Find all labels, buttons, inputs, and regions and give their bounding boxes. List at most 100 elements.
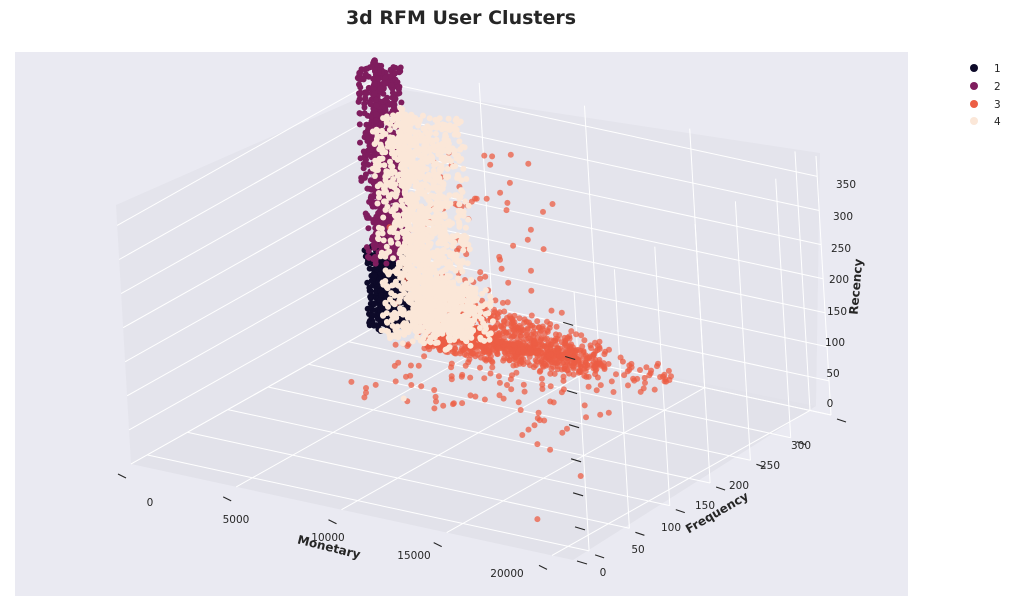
scatter-point-cluster-4	[456, 212, 463, 219]
scatter-point-cluster-4	[411, 313, 418, 320]
tick-mark	[328, 519, 337, 525]
legend-marker	[970, 64, 978, 72]
scatter-point-cluster-3	[569, 344, 576, 351]
scatter-point-cluster-4	[375, 224, 382, 231]
scatter-point-cluster-3	[596, 338, 603, 345]
scatter-point-cluster-3	[625, 382, 631, 389]
scatter-point-cluster-2	[364, 253, 371, 260]
scatter-point-cluster-3	[481, 396, 488, 403]
scatter-point-cluster-4	[451, 233, 458, 240]
scatter-point-cluster-4	[413, 324, 420, 330]
scatter-point-cluster-4	[430, 331, 437, 338]
scatter-point-cluster-3	[487, 370, 494, 377]
scatter-point-cluster-4	[449, 313, 456, 320]
scatter-point-cluster-3	[641, 374, 648, 381]
scatter-point-cluster-2	[370, 85, 377, 92]
tick-mark	[715, 486, 726, 491]
scatter-point-cluster-4	[406, 291, 413, 298]
scatter-point-cluster-3	[448, 373, 455, 380]
scatter-point-cluster-4	[408, 300, 415, 307]
scatter-point-cluster-4	[399, 323, 406, 330]
scatter-point-cluster-3	[547, 370, 554, 377]
scatter-point-cluster-3	[573, 331, 580, 338]
scatter-point-cluster-4	[463, 338, 470, 345]
scatter-point-cluster-4	[439, 291, 446, 298]
grid-line	[118, 114, 378, 260]
scatter-point-cluster-4	[432, 297, 439, 304]
tick-mark	[538, 564, 548, 570]
scatter-point-cluster-4	[398, 182, 405, 189]
scatter-point-cluster-2	[358, 177, 365, 184]
scatter-point-cluster-4	[423, 244, 430, 250]
scatter-point-cluster-3	[513, 369, 520, 376]
scatter-point-cluster-3	[407, 362, 414, 369]
scatter-point-cluster-3	[552, 331, 559, 338]
scatter-point-cluster-3	[581, 402, 588, 409]
x-tick-label: 20000	[490, 568, 523, 580]
scatter-point-cluster-3	[516, 360, 523, 367]
scatter-point-cluster-4	[388, 142, 395, 149]
scatter-point-cluster-4	[375, 230, 382, 237]
scatter-point-cluster-4	[471, 312, 478, 319]
scatter-point-cluster-4	[414, 285, 421, 292]
scatter-point-cluster-3	[539, 381, 546, 388]
scatter-point-cluster-4	[459, 333, 466, 340]
scatter-point-cluster-3	[433, 398, 439, 405]
scatter-point-cluster-4	[429, 154, 436, 161]
scatter-point-cluster-3	[495, 345, 502, 352]
scatter-point-cluster-3	[651, 386, 658, 393]
scatter-point-cluster-3	[619, 358, 626, 365]
scatter-point-cluster-4	[456, 317, 462, 324]
scatter-point-cluster-3	[506, 346, 513, 353]
scatter-point-cluster-3	[525, 160, 532, 167]
grid-line	[551, 409, 811, 556]
scatter-point-cluster-3	[504, 382, 510, 388]
scatter-point-cluster-3	[500, 395, 507, 402]
scatter-point-cluster-4	[451, 192, 458, 199]
scatter-point-cluster-4	[401, 290, 408, 297]
scatter-point-cluster-4	[379, 230, 386, 237]
scatter-point-cluster-4	[408, 117, 415, 124]
scatter-point-cluster-3	[462, 345, 469, 352]
scatter-point-cluster-4	[422, 310, 429, 317]
scatter-point-cluster-4	[477, 325, 483, 331]
z-tick-label: 300	[833, 211, 853, 223]
scatter-point-cluster-3	[395, 359, 402, 366]
scatter-point-cluster-4	[446, 263, 453, 269]
scatter-point-cluster-3	[536, 324, 543, 331]
scatter-point-cluster-4	[387, 158, 393, 165]
scatter-point-cluster-4	[464, 260, 471, 267]
scatter-point-cluster-4	[418, 304, 424, 311]
scatter-point-cluster-4	[386, 248, 393, 255]
scatter-point-cluster-4	[433, 160, 440, 167]
scatter-point-cluster-3	[437, 347, 444, 354]
scatter-point-cluster-3	[527, 362, 533, 369]
scatter-point-cluster-3	[507, 151, 514, 158]
scatter-point-cluster-3	[564, 367, 571, 374]
scatter-point-cluster-3	[479, 350, 486, 357]
scatter-point-cluster-4	[464, 301, 471, 308]
scatter-point-cluster-3	[535, 409, 542, 416]
scatter-point-cluster-4	[459, 259, 466, 266]
scatter-point-cluster-3	[592, 371, 599, 378]
scatter-point-cluster-3	[517, 407, 524, 413]
scatter-point-cluster-4	[441, 226, 448, 233]
scatter-point-cluster-4	[406, 280, 413, 287]
scatter-point-cluster-4	[425, 137, 432, 144]
scatter-point-cluster-3	[578, 332, 585, 339]
scatter-point-cluster-3	[506, 313, 513, 320]
scatter-point-cluster-4	[399, 340, 406, 347]
scatter-point-cluster-3	[457, 350, 464, 357]
scatter-point-cluster-3	[548, 307, 555, 314]
scatter-point-cluster-4	[412, 129, 419, 136]
scatter-point-cluster-3	[517, 338, 524, 345]
scatter-point-cluster-4	[403, 178, 410, 185]
scatter-point-cluster-3	[561, 340, 568, 347]
scatter-point-cluster-4	[374, 183, 381, 190]
scatter-point-cluster-4	[380, 214, 387, 221]
scatter-point-cluster-4	[434, 184, 441, 191]
scatter-point-cluster-3	[536, 341, 543, 348]
scatter-point-cluster-4	[460, 297, 467, 304]
scatter-point-cluster-2	[364, 212, 371, 219]
scatter-point-cluster-4	[404, 247, 411, 254]
